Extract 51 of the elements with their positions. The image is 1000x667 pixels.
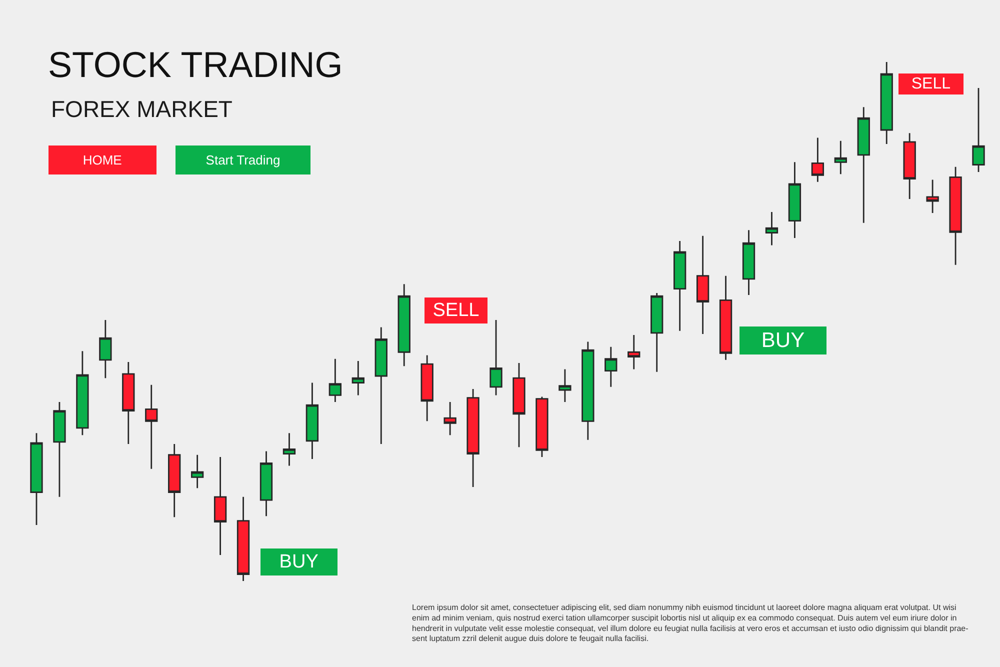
candlestick (949, 166, 962, 266)
candlestick (880, 62, 893, 145)
candlestick (168, 443, 181, 518)
candlestick (236, 496, 250, 581)
candlestick (122, 361, 135, 445)
candlestick (145, 384, 158, 470)
candlestick (628, 334, 640, 370)
text: FOREX MARKET (51, 96, 232, 122)
candlestick (328, 358, 342, 403)
candlestick (558, 368, 572, 403)
candlestick (673, 240, 686, 332)
candlestick (765, 211, 778, 246)
candlestick (282, 432, 296, 466)
text: Lorem ipsum dolor sit amet, consectetuer adipiscing elit, sed diam nonummy nibh euismod tincidunt ut laoreet dolore magna aliquam erat volutpat. Ut wisi enim ad minim veniam, quis nostrud exerci tation ullamcorper suscipit lobortis nisl ut aliquip ex ea commodo consequat. Duis autem vel eum iriure dolor in hendrerit in vulputate velit esse molestie consequat, vel illum dolore eu feugiat nulla facilisis at vero eros et accumsan et iusto odio dignissim qui blandit prae- sent luptatum zzril delenit augue duis dolore te feugait nulla facilisi. (412, 603, 969, 644)
candlestick (811, 137, 824, 183)
candlestick (76, 350, 89, 436)
candlestick (398, 283, 410, 367)
candlestick (490, 319, 502, 396)
candlestick (926, 179, 939, 214)
candlestick (444, 401, 456, 436)
annotation: HOME (82, 152, 122, 168)
candlestick (99, 319, 112, 379)
candlestick (742, 229, 756, 296)
candlestick (306, 382, 319, 460)
candlestick (30, 432, 43, 526)
candlestick (582, 341, 594, 441)
candlestick (857, 106, 870, 224)
candlestick (536, 396, 548, 458)
candlestick (53, 401, 66, 498)
candlestick (352, 360, 364, 396)
candlestick (190, 454, 204, 489)
annotation: SELL (432, 300, 480, 321)
candlestick (650, 292, 664, 373)
candlestick (834, 140, 847, 175)
candlestick (466, 388, 480, 488)
annotation: BUY (279, 552, 319, 572)
candlestick (214, 456, 227, 556)
candlestick (788, 161, 802, 239)
candlestick (719, 275, 732, 361)
chart-title: STOCK TRADING (48, 44, 343, 86)
annotation: SELL (911, 76, 951, 92)
candlestick (604, 346, 618, 388)
candlestick (903, 132, 916, 200)
candlestick (696, 235, 710, 335)
candlestick (972, 87, 985, 173)
candlestick (512, 362, 526, 448)
candlestick (260, 450, 273, 517)
annotation: Start Trading (206, 152, 280, 168)
candlestick (420, 354, 434, 422)
candlestick (374, 326, 388, 445)
annotation: BUY (761, 329, 805, 352)
